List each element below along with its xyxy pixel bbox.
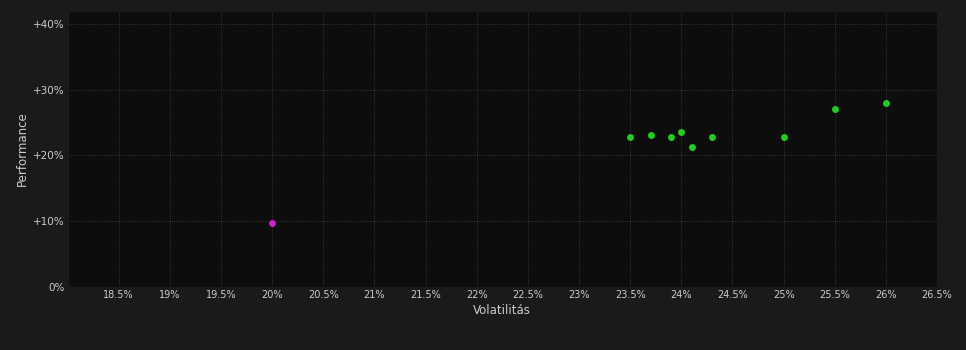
Point [776, 134, 791, 140]
Point [673, 130, 689, 135]
Point [878, 100, 894, 105]
Point [827, 106, 842, 112]
Point [664, 134, 679, 140]
Point [643, 132, 659, 138]
Point [684, 144, 699, 149]
X-axis label: Volatilitás: Volatilitás [473, 304, 531, 317]
Point [704, 134, 720, 140]
Point [265, 220, 280, 226]
Point [622, 134, 638, 140]
Y-axis label: Performance: Performance [16, 111, 29, 186]
